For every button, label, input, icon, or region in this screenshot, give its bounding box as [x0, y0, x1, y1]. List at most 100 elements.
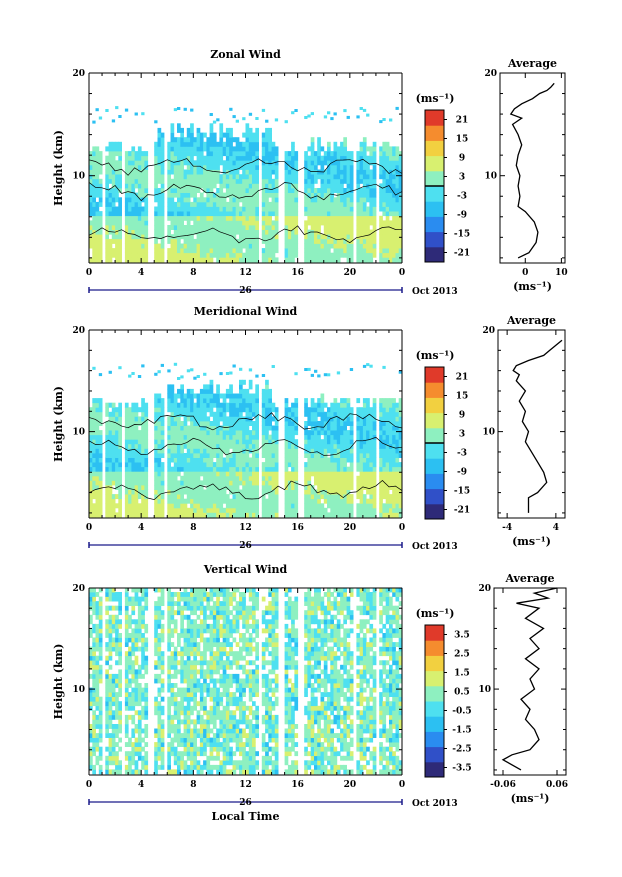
heatmap-cell [219, 188, 223, 193]
heatmap-cell [343, 151, 347, 156]
heatmap-cell [268, 146, 272, 151]
colorbar-segment [425, 216, 444, 232]
heatmap-cell [317, 207, 321, 212]
heatmap-cell [262, 421, 266, 426]
heatmap-cell [203, 211, 207, 216]
heatmap-cell [356, 179, 360, 184]
heatmap-cell [187, 389, 191, 394]
heatmap-cell [334, 174, 338, 179]
heatmap-cell [92, 683, 96, 688]
heatmap-cell [291, 248, 295, 253]
heatmap-cell [275, 170, 279, 175]
heatmap-cell [330, 230, 334, 235]
heatmap-cell [219, 253, 223, 258]
heatmap-cell [96, 193, 100, 198]
heatmap-cell [226, 426, 230, 431]
heatmap-cell [138, 471, 142, 476]
heatmap-cell [131, 412, 135, 417]
heatmap-cell [197, 174, 201, 179]
heatmap-cell [382, 366, 385, 369]
heatmap-cell [89, 239, 93, 244]
heatmap-cell [288, 239, 292, 244]
heatmap-cell [275, 467, 279, 472]
heatmap-cell [210, 453, 214, 458]
heatmap-cell [180, 430, 184, 435]
heatmap-cell [343, 146, 347, 151]
heatmap-cell [177, 248, 181, 253]
heatmap-cell [288, 207, 292, 212]
heatmap-cell [311, 151, 315, 156]
heatmap-cell [118, 651, 122, 656]
heatmap-cell [131, 462, 135, 467]
heatmap-cell [193, 253, 197, 258]
heatmap-cell [223, 234, 227, 239]
heatmap-cell [317, 398, 321, 403]
heatmap-cell [275, 448, 279, 453]
heatmap-cell [223, 430, 227, 435]
heatmap-cell [135, 170, 139, 175]
heatmap-cell [203, 398, 207, 403]
heatmap-cell [363, 146, 367, 151]
heatmap-cell [347, 416, 351, 421]
heatmap-cell [96, 174, 100, 179]
heatmap-cell [239, 458, 243, 463]
heatmap-cell [219, 239, 223, 244]
heatmap-cell [203, 207, 207, 212]
heatmap-cell [392, 253, 396, 258]
heatmap-cell [324, 448, 328, 453]
heatmap-cell [246, 508, 250, 513]
heatmap-cell [382, 197, 386, 202]
heatmap-cell [154, 444, 158, 449]
heatmap-cell [96, 512, 100, 517]
heatmap-cell [118, 747, 122, 752]
heatmap-cell [92, 398, 96, 403]
heatmap-cell [109, 257, 113, 262]
heatmap-cell [105, 669, 109, 674]
heatmap-cell [392, 183, 396, 188]
colorbar-tick-label: 21 [456, 116, 469, 126]
heatmap-cell [350, 448, 354, 453]
heatmap-cell [96, 701, 100, 706]
heatmap-cell [219, 137, 223, 142]
heatmap-cell [382, 435, 386, 440]
heatmap-cell [389, 239, 393, 244]
heatmap-cell [392, 485, 396, 490]
heatmap-cell [197, 494, 201, 499]
heatmap-cell [105, 476, 109, 481]
heatmap-cell [219, 512, 223, 517]
heatmap-cell [190, 368, 193, 371]
heatmap-cell [330, 165, 334, 170]
heatmap-cell [239, 225, 243, 230]
heatmap-cell [135, 476, 139, 481]
heatmap-cell [115, 642, 119, 647]
heatmap-cell [92, 412, 96, 417]
heatmap-cell [311, 508, 315, 513]
average-profile-line [511, 83, 554, 258]
heatmap-cell [382, 412, 386, 417]
heatmap-cell [343, 170, 347, 175]
heatmap-cell [304, 248, 308, 253]
heatmap-cell [213, 248, 217, 253]
heatmap-cell [177, 453, 181, 458]
heatmap-cell [197, 216, 201, 221]
heatmap-cell [324, 188, 328, 193]
heatmap-cell [138, 416, 142, 421]
heatmap-cell [131, 508, 135, 513]
heatmap-cell [239, 462, 243, 467]
heatmap-cell [89, 435, 93, 440]
heatmap-cell [369, 430, 373, 435]
heatmap-cell [369, 202, 373, 207]
heatmap-cell [118, 462, 122, 467]
heatmap-cell [92, 193, 96, 198]
heatmap-cell [131, 458, 135, 463]
heatmap-cell [115, 674, 119, 679]
heatmap-cell [356, 476, 360, 481]
heatmap-cell [216, 407, 220, 412]
heatmap-cell [236, 439, 240, 444]
heatmap-cell [138, 160, 142, 165]
heatmap-cell [200, 156, 204, 161]
heatmap-cell [190, 211, 194, 216]
heatmap-cell [99, 197, 103, 202]
heatmap-cell [239, 183, 243, 188]
